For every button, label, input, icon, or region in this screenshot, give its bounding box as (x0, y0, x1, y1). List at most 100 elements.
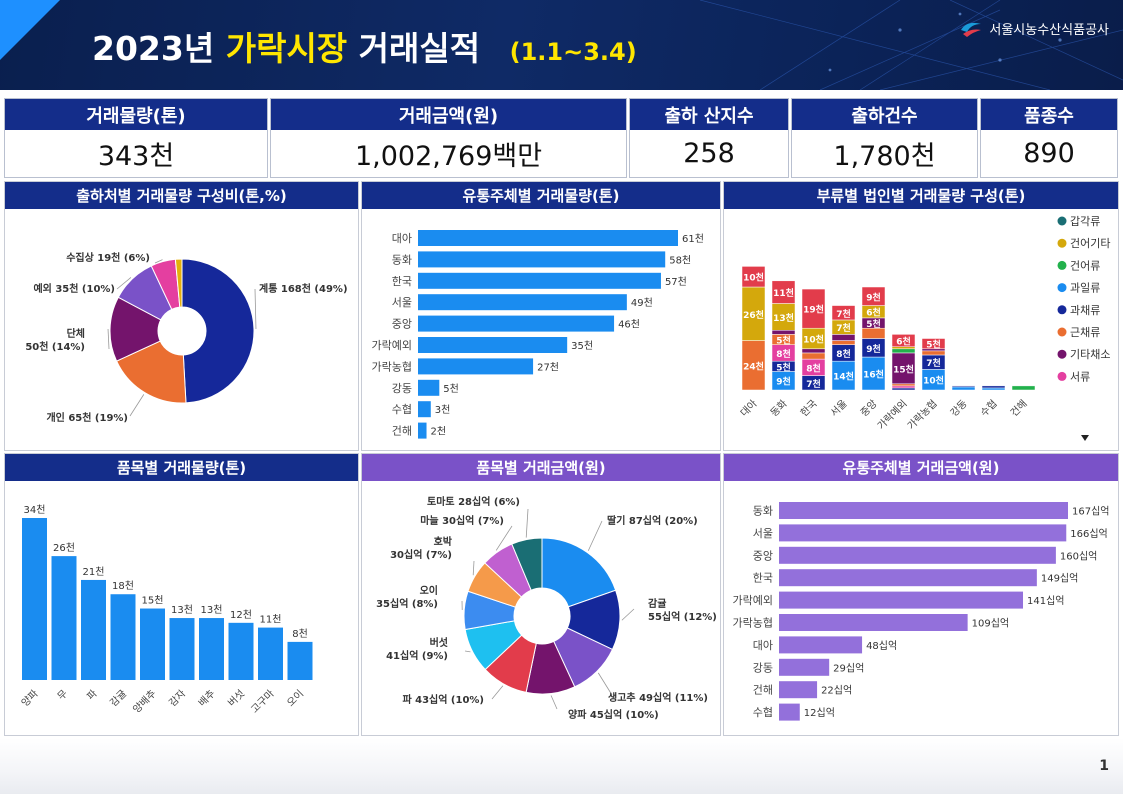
legend-label-과채류: 과채류 (1070, 304, 1100, 317)
stacked-bar-가락농협-엽채류 (921, 338, 946, 350)
category-label-감자: 감자 (167, 688, 189, 710)
legend-label-갑각류: 갑각류 (1070, 215, 1100, 228)
legend-marker-건어기타 (1057, 238, 1067, 248)
stacked-bar-동화-기타채소 (771, 330, 796, 335)
leader-line-토마토 (525, 508, 529, 538)
bar-가락농협 (418, 358, 534, 375)
bar-서울 (779, 524, 1067, 542)
bar-감귤 (110, 594, 136, 680)
bar-동화 (418, 251, 666, 268)
leader-line-마늘 (495, 525, 513, 551)
category-label-한국: 한국 (392, 275, 412, 288)
value-label-한국: 149십억 (1041, 573, 1079, 585)
category-label-강동: 강동 (753, 661, 773, 674)
legend-label-건어류: 건어류 (1070, 259, 1100, 272)
stacked-label-가락예외-기타채소: 15천 (893, 364, 914, 375)
slice-label-파: 파 43십억 (10%) (402, 693, 484, 706)
leader-line-호박 (472, 560, 475, 576)
slice-label-계통: 계통 168천 (49%) (259, 282, 348, 295)
category-label-감귤: 감귤 (108, 688, 130, 710)
category-label-건해: 건해 (1007, 397, 1029, 419)
stacked-label-중앙-기타채소: 5천 (866, 319, 881, 330)
value-label-동화: 167십억 (1072, 506, 1110, 518)
kpi-origins-label: 출하 산지수 (630, 99, 788, 130)
slice-value-감귤: 55십억 (12%) (648, 610, 717, 623)
kpi-volume-value: 343천 (97, 141, 175, 172)
stacked-label-대아-엽채류: 10천 (743, 273, 764, 284)
bar-강동 (779, 658, 830, 676)
category-label-가락예외: 가락예외 (875, 398, 910, 433)
legend-label-근채류: 근채류 (1070, 326, 1100, 339)
category-label-가락농협: 가락농협 (733, 617, 773, 630)
slice-label-양파: 양파 45십억 (10%) (568, 708, 659, 721)
stacked-bar-가락농협-근채류 (921, 350, 946, 356)
stacked-label-가락농협-과일류: 10천 (923, 376, 944, 387)
bar-고구마 (258, 627, 283, 680)
footer-band (0, 738, 1123, 794)
kpi-origins: 출하 산지수 258 (629, 98, 789, 178)
bar-대아 (418, 230, 678, 246)
value-label-파: 21천 (83, 566, 105, 578)
category-label-중앙: 중앙 (858, 398, 880, 420)
category-label-양배추: 양배추 (131, 688, 159, 716)
stacked-label-동화-서류: 8천 (776, 349, 791, 360)
stacked-bar-강동-과채류 (951, 385, 976, 388)
slice-label-수집상: 수집상 19천 (6%) (66, 251, 150, 264)
stacked-label-중앙-과일류: 16천 (863, 370, 884, 381)
slice-label-생고추: 생고추 49십억 (11%) (608, 691, 708, 704)
value-label-중앙: 46천 (618, 319, 640, 331)
bar-배추 (199, 618, 224, 680)
bar-감자 (169, 618, 195, 680)
stacked-label-가락예외-엽채류: 6천 (896, 337, 911, 348)
value-label-중앙: 160십억 (1060, 550, 1098, 562)
stacked-bar-중앙-엽채류 (861, 286, 886, 306)
leader-line-버섯 (464, 650, 471, 653)
value-label-서울: 49천 (631, 297, 653, 309)
header-banner: 2023년 가락시장 거래실적 (1.1~3.4) 서울시농수산식품공사 (0, 0, 1123, 90)
stacked-bar-가락예외-엽채류 (891, 334, 916, 347)
slice-label-버섯: 버섯 (430, 636, 448, 649)
stacked-label-한국-과채류: 7천 (806, 379, 821, 390)
stacked-label-서울-과채류: 8천 (836, 349, 851, 360)
title-rest: 거래실적 (358, 29, 481, 68)
panel-distributor-volume: 유통주체별 거래물량(톤) 대아 61천 동화 58천 한국 57천 서울 49천 중앙 46천 가… (361, 181, 721, 451)
value-label-버섯: 12천 (230, 609, 252, 621)
stacked-bar-수협-과채류 (981, 385, 1006, 389)
legend-label-건어기타: 건어기타 (1070, 237, 1110, 250)
slice-label-개인: 개인 65천 (19%) (46, 411, 128, 424)
panel-title: 품목별 거래물량(톤) (5, 454, 358, 481)
stacked-label-동화-건어기타: 13천 (773, 313, 794, 324)
panel-title: 유통주체별 거래물량(톤) (362, 182, 720, 209)
stacked-bar-수협-과일류 (981, 387, 1006, 391)
value-label-배추: 13천 (201, 604, 223, 616)
page-title: 2023년 가락시장 거래실적 (1.1~3.4) (92, 22, 637, 70)
legend-marker-건어류 (1057, 260, 1067, 270)
stacked-label-한국-엽채류: 19천 (803, 305, 824, 316)
category-label-수협: 수협 (977, 397, 999, 419)
legend-label-서류: 서류 (1070, 370, 1090, 383)
kpi-varieties-label: 품종수 (981, 99, 1117, 130)
organization-logo-icon (961, 22, 982, 37)
stacked-label-서울-엽채류: 7천 (836, 309, 851, 320)
value-label-대아: 48십억 (866, 640, 897, 652)
legend-label-과일류: 과일류 (1070, 281, 1100, 295)
value-label-감귤: 18천 (112, 580, 134, 592)
leader-line-감귤 (621, 608, 635, 621)
bar-수협 (779, 703, 800, 721)
bar-한국 (779, 569, 1037, 587)
bar-건해 (779, 681, 818, 699)
panel-title: 품목별 거래금액(원) (362, 454, 720, 481)
pie-slice-토마토 (511, 537, 543, 591)
bar-파 (81, 579, 106, 680)
title-year: 2023년 (92, 29, 215, 68)
slice-value-버섯: 41십억 (9%) (386, 649, 448, 662)
stacked-label-동화-과일류: 9천 (776, 377, 791, 388)
legend-marker-과일류 (1057, 283, 1067, 293)
bar-동화 (779, 502, 1068, 519)
value-label-고구마: 11천 (260, 614, 282, 626)
leader-line-파 (491, 685, 504, 700)
kpi-amount: 거래금액(원) 1,002,769백만 (270, 98, 627, 178)
panel-title: 출하처별 거래물량 구성비(톤,%) (5, 182, 358, 209)
